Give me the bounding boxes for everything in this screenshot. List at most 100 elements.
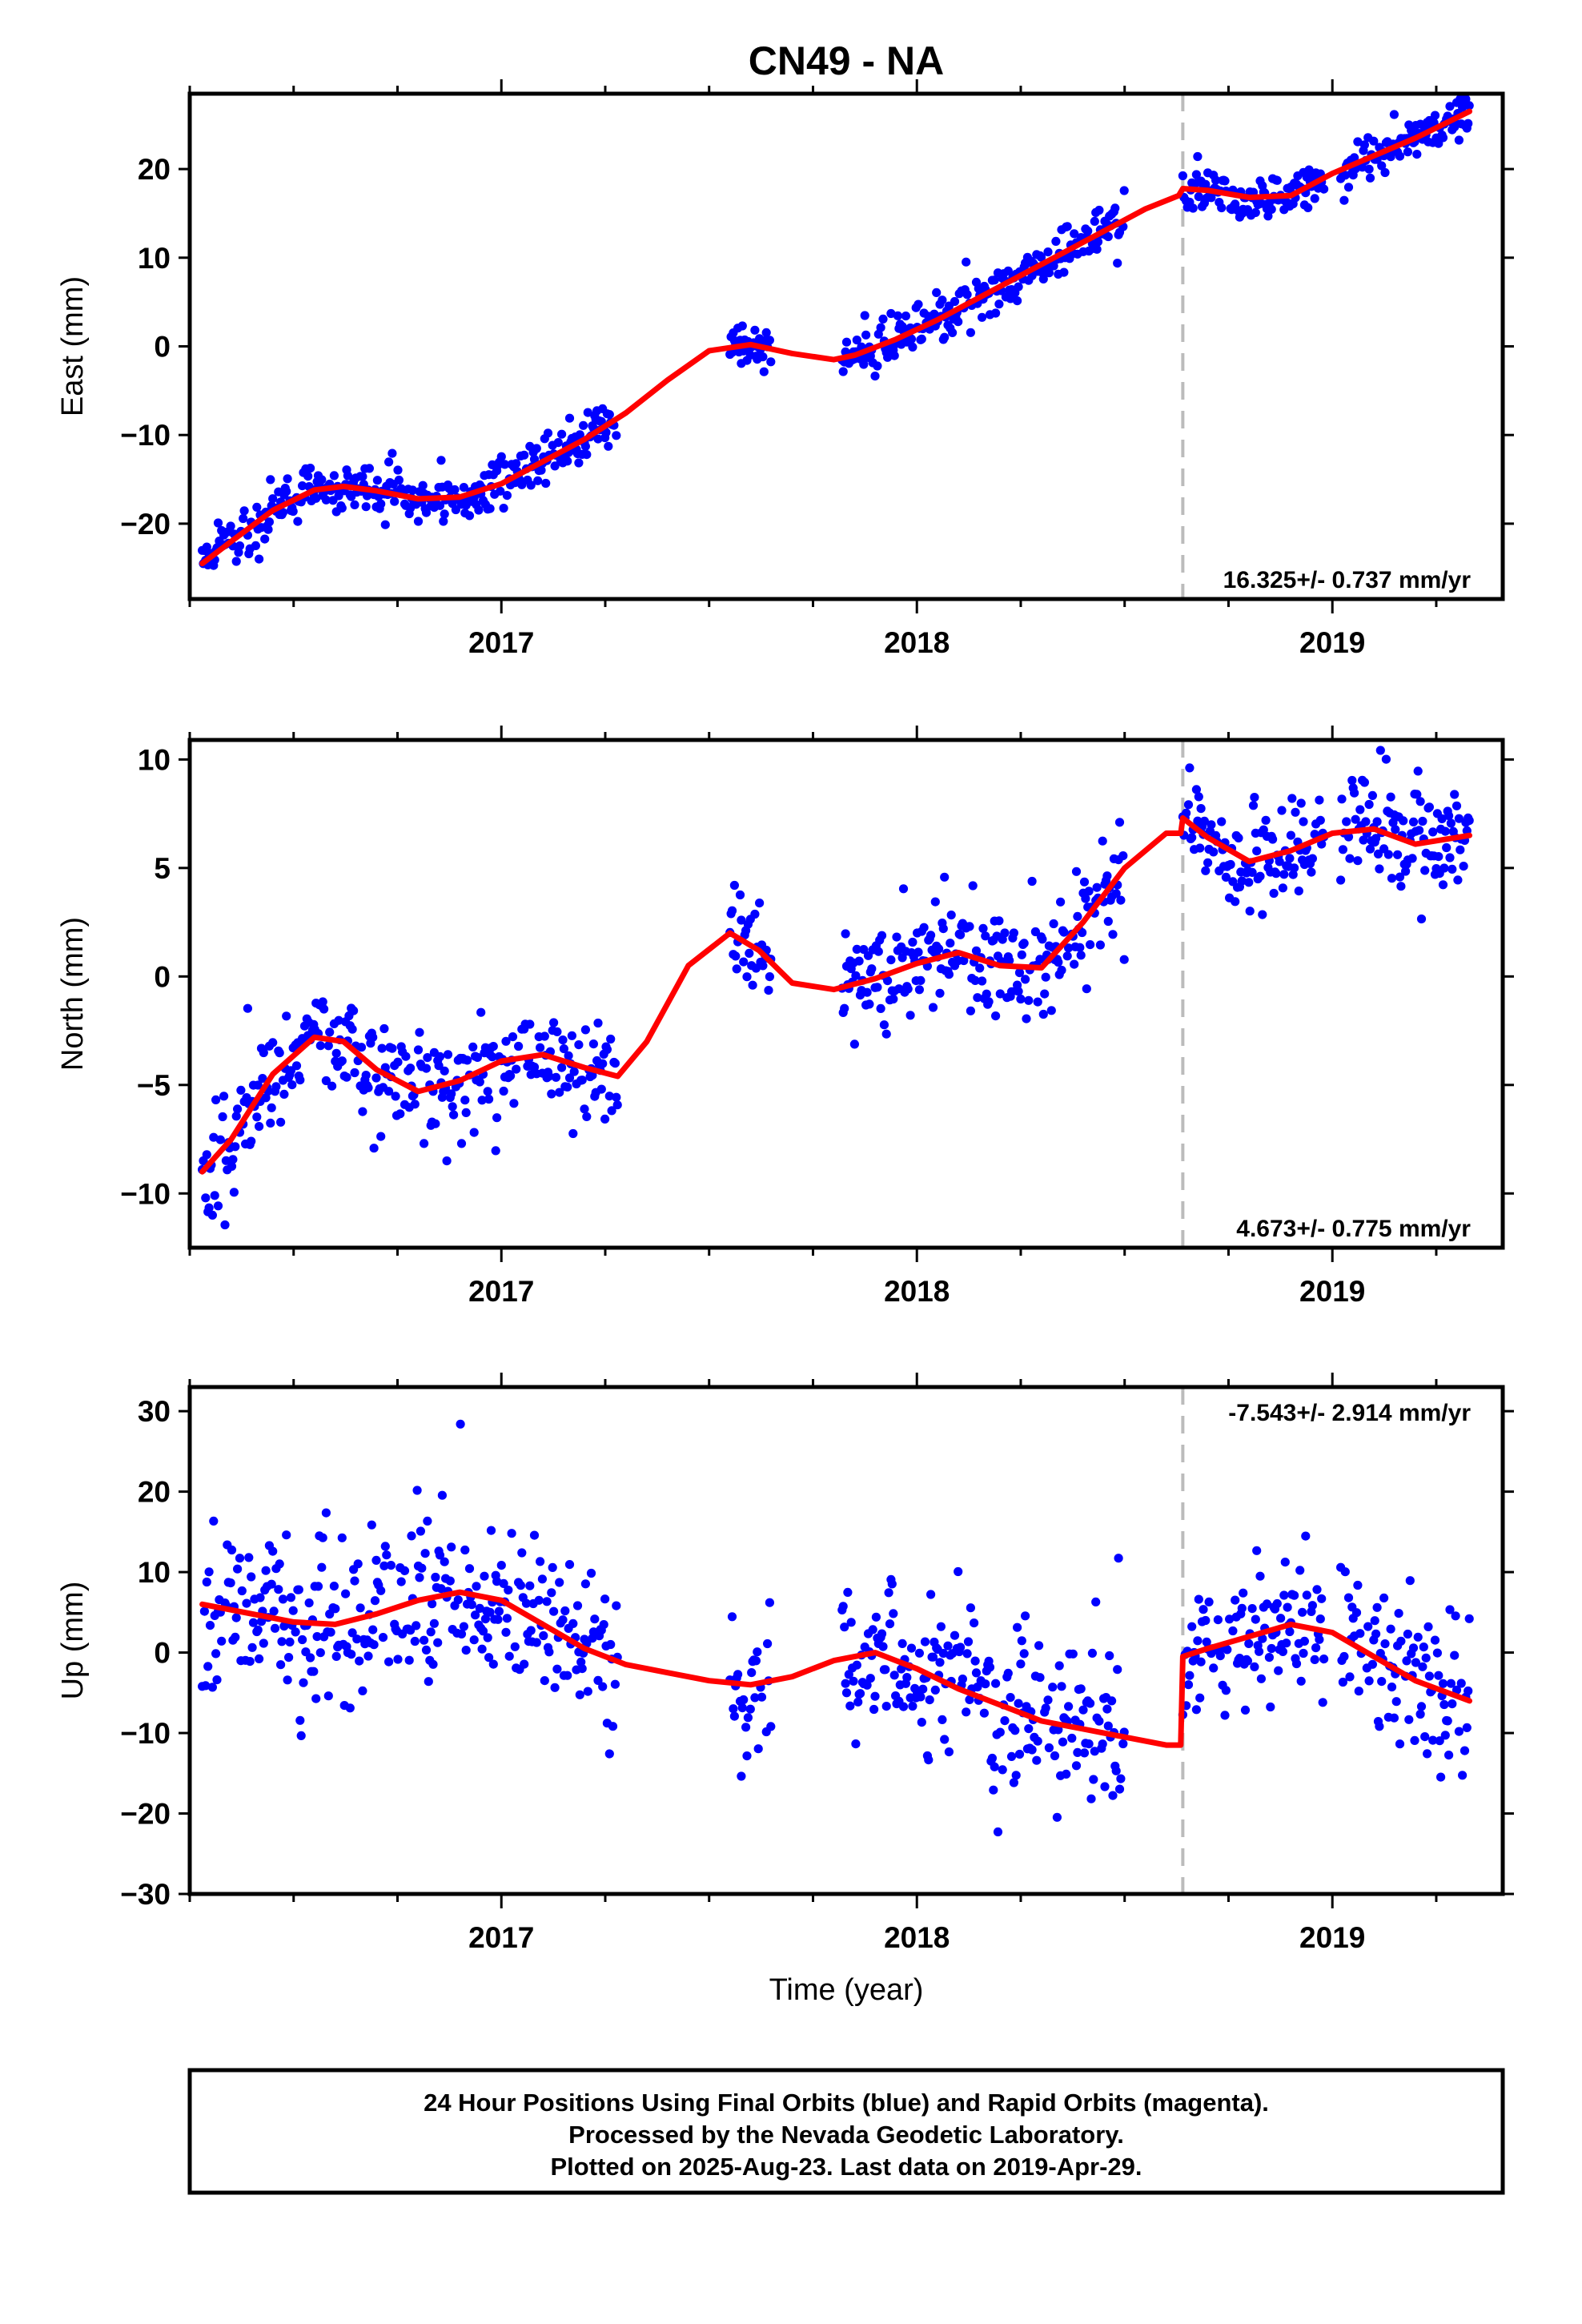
up-data-point	[306, 1653, 315, 1663]
north-data-point	[602, 1044, 612, 1055]
up-data-point	[1264, 1653, 1274, 1663]
up-data-point	[1102, 1704, 1112, 1714]
up-data-point	[998, 1765, 1007, 1775]
up-data-point	[1353, 1580, 1363, 1590]
up-data-point	[936, 1622, 946, 1631]
up-data-point	[492, 1577, 502, 1586]
north-data-point	[271, 1082, 281, 1092]
north-data-point	[1016, 994, 1026, 1004]
up-data-point	[1006, 1693, 1015, 1703]
up-data-point	[235, 1554, 245, 1563]
north-data-point	[267, 1103, 276, 1112]
up-data-point	[971, 1668, 982, 1678]
east-data-point	[502, 491, 512, 501]
east-data-point	[1340, 171, 1350, 180]
up-rate-label: -7.543+/- 2.914 mm/yr	[1228, 1400, 1471, 1426]
up-data-point	[274, 1585, 283, 1594]
north-data-point	[1038, 1009, 1048, 1019]
up-data-point	[897, 1638, 907, 1648]
up-data-point	[267, 1579, 276, 1589]
up-data-point	[464, 1564, 475, 1574]
east-data-point	[393, 465, 403, 475]
east-data-point	[1303, 203, 1313, 212]
east-data-point	[962, 290, 972, 300]
north-data-point	[559, 1044, 569, 1054]
north-data-point	[213, 1201, 223, 1211]
north-data-point	[739, 957, 749, 967]
north-data-point	[1019, 939, 1029, 948]
north-data-point	[727, 906, 737, 915]
up-data-point	[1430, 1635, 1440, 1645]
up-data-point	[871, 1612, 881, 1622]
north-data-point	[327, 1081, 337, 1091]
north-data-point	[514, 1041, 524, 1051]
north-data-point	[1359, 835, 1368, 845]
up-data-point	[329, 1582, 339, 1591]
up-data-point	[1220, 1711, 1230, 1720]
east-data-point	[390, 497, 400, 506]
north-data-point	[1118, 851, 1128, 861]
east-plot-area	[198, 94, 1474, 599]
up-data-point	[544, 1647, 554, 1657]
up-data-point	[423, 1516, 432, 1526]
north-data-point	[323, 1041, 333, 1051]
up-data-point	[477, 1644, 487, 1654]
up-data-point	[1107, 1696, 1117, 1706]
up-data-point	[295, 1715, 305, 1725]
up-panel: −30 −20 −10 0 10 20 30 2017 2018 2019 Up (mm) Time …	[56, 1373, 1514, 2007]
up-data-point	[1052, 1812, 1062, 1822]
east-data-point	[264, 517, 274, 527]
north-data-point	[1095, 940, 1105, 950]
north-data-point	[1231, 897, 1240, 907]
up-data-point	[1343, 1593, 1354, 1602]
east-data-point	[1051, 236, 1061, 246]
north-data-point	[970, 975, 980, 985]
east-data-point	[499, 504, 508, 513]
east-data-point	[1319, 184, 1329, 194]
up-data-point	[1111, 1766, 1121, 1775]
up-data-point	[1267, 1643, 1276, 1654]
up-data-point	[586, 1568, 596, 1578]
up-data-point	[1089, 1775, 1098, 1784]
north-data-point	[547, 1089, 556, 1099]
north-data-point	[1195, 843, 1205, 853]
east-data-point	[231, 557, 241, 566]
north-data-point	[580, 1025, 591, 1035]
north-data-point	[396, 1109, 405, 1119]
up-data-point	[1266, 1702, 1275, 1712]
north-data-point	[965, 922, 974, 931]
east-ytick-label: −20	[120, 508, 171, 541]
panels: −20 −10 0 10 20 2017 2018 2019 East (mm) 16.325+/…	[56, 79, 1514, 2007]
up-data-point	[209, 1516, 219, 1526]
north-data-point	[1252, 846, 1262, 856]
north-data-point	[376, 1132, 386, 1141]
north-data-point	[349, 1006, 359, 1015]
east-data-point	[1113, 259, 1122, 268]
up-data-point	[1458, 1771, 1468, 1780]
up-data-point	[1416, 1702, 1427, 1711]
north-data-point	[253, 1080, 263, 1090]
north-data-point	[1437, 814, 1447, 823]
up-data-point	[1418, 1662, 1427, 1671]
north-data-point	[898, 884, 909, 894]
east-data-point	[1014, 282, 1023, 292]
up-data-point	[337, 1533, 347, 1542]
east-data-point	[202, 542, 211, 552]
north-data-point	[259, 1047, 268, 1058]
east-data-point	[239, 513, 248, 524]
up-data-point	[1116, 1774, 1126, 1783]
up-data-point	[244, 1553, 254, 1562]
up-data-point	[247, 1642, 257, 1652]
up-data-point	[1062, 1769, 1071, 1779]
up-data-point	[1315, 1614, 1325, 1624]
up-data-point	[1231, 1595, 1240, 1605]
north-data-point	[415, 1027, 424, 1037]
up-data-point	[987, 1753, 997, 1763]
up-data-point	[347, 1650, 356, 1659]
up-data-point	[753, 1647, 762, 1657]
north-data-point	[1420, 866, 1430, 875]
north-data-point	[607, 1106, 616, 1116]
up-data-point	[877, 1629, 887, 1638]
north-data-point	[1234, 833, 1243, 842]
up-data-point	[353, 1559, 363, 1569]
